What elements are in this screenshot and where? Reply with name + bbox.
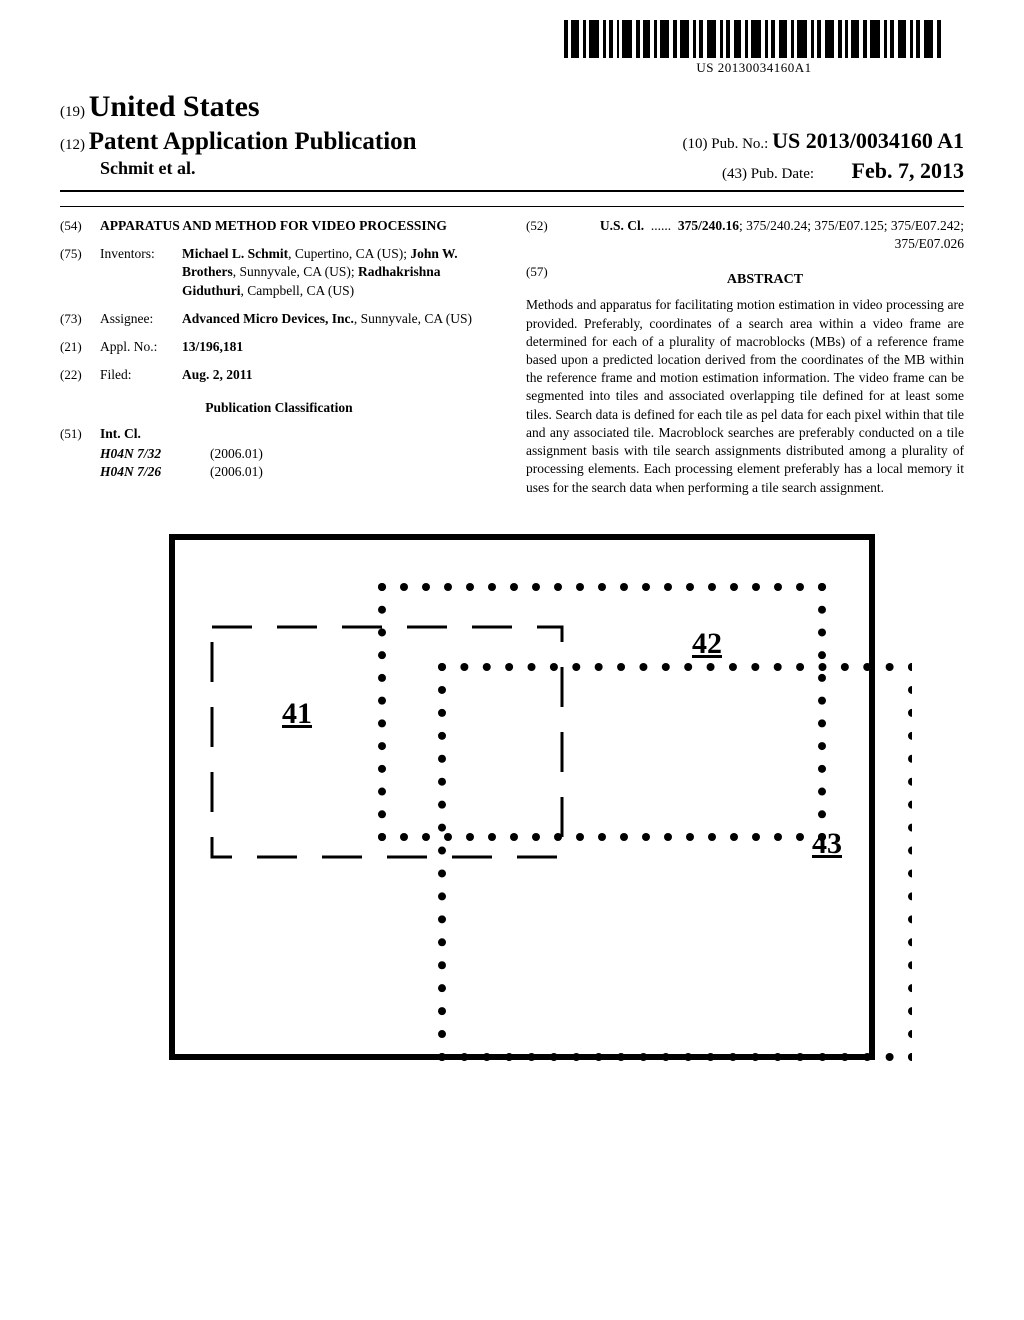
pubno-value: US 2013/0034160 A1 — [772, 128, 964, 153]
intcl-ver-1: (2006.01) — [210, 463, 263, 481]
uscl-main: 375/240.16 — [678, 218, 739, 233]
figure-label-43: 43 — [812, 827, 842, 861]
barcode-region: US 20130034160A1 — [564, 20, 944, 76]
bibliographic-columns: (54) APPARATUS AND METHOD FOR VIDEO PROC… — [60, 206, 964, 497]
assignee-body: Advanced Micro Devices, Inc., Sunnyvale,… — [182, 310, 498, 328]
barcode-svg — [564, 20, 944, 58]
assignee-loc: Sunnyvale, CA (US) — [361, 311, 472, 326]
field-54: (54) APPARATUS AND METHOD FOR VIDEO PROC… — [60, 217, 498, 235]
barcode-graphic — [564, 20, 944, 58]
pubno-line: (10) Pub. No.: US 2013/0034160 A1 — [682, 128, 964, 156]
pubdate-value: Feb. 7, 2013 — [852, 158, 964, 183]
code-51: (51) — [60, 425, 100, 443]
code-73: (73) — [60, 310, 100, 328]
field-73: (73) Assignee: Advanced Micro Devices, I… — [60, 310, 498, 328]
intcl-ver-0: (2006.01) — [210, 445, 263, 463]
label-assignee: Assignee: — [100, 310, 182, 328]
barcode-label: US 20130034160A1 — [564, 60, 944, 76]
label-inventors: Inventors: — [100, 245, 182, 300]
intcl-row: H04N 7/26 (2006.01) — [100, 463, 498, 481]
code-10: (10) — [682, 136, 707, 152]
pubno-label: Pub. No.: — [711, 136, 768, 152]
label-applno: Appl. No.: — [100, 338, 182, 356]
pub-class-heading: Publication Classification — [60, 399, 498, 417]
intcl-code-1: H04N 7/26 — [100, 463, 210, 481]
figure-region: 41 42 43 — [132, 527, 892, 1087]
field-75: (75) Inventors: Michael L. Schmit, Cuper… — [60, 245, 498, 300]
code-75: (75) — [60, 245, 100, 300]
code-12: (12) — [60, 137, 85, 153]
abstract-text: Methods and apparatus for facilitating m… — [526, 296, 964, 496]
uscl-lead: ...... — [651, 218, 671, 233]
code-52: (52) — [526, 217, 566, 253]
abstract-heading: ABSTRACT — [566, 271, 964, 290]
header-authors: Schmit et al. — [60, 158, 195, 184]
uscl-rest: ; 375/240.24; 375/E07.125; 375/E07.242; … — [739, 218, 964, 251]
doctype: Patent Application Publication — [89, 128, 417, 155]
code-19: (19) — [60, 104, 85, 120]
intcl-code-0: H04N 7/32 — [100, 445, 210, 463]
figure-label-41: 41 — [282, 697, 312, 731]
applno-value: 13/196,181 — [182, 338, 498, 356]
right-column: (52) U.S. Cl. ...... 375/240.16; 375/240… — [526, 217, 964, 497]
country-line: (19) United States — [60, 90, 964, 124]
field-52: (52) U.S. Cl. ...... 375/240.16; 375/240… — [526, 217, 964, 253]
code-21: (21) — [60, 338, 100, 356]
code-54: (54) — [60, 217, 100, 235]
filed-value: Aug. 2, 2011 — [182, 366, 498, 384]
code-43: (43) — [722, 166, 747, 182]
field-22: (22) Filed: Aug. 2, 2011 — [60, 366, 498, 384]
left-column: (54) APPARATUS AND METHOD FOR VIDEO PROC… — [60, 217, 498, 497]
figure-svg — [132, 527, 912, 1087]
uscl-body: U.S. Cl. ...... 375/240.16; 375/240.24; … — [566, 217, 964, 253]
inventors-body: Michael L. Schmit, Cupertino, CA (US); J… — [182, 245, 498, 300]
header: (19) United States (12) Patent Applicati… — [60, 90, 964, 192]
doctype-line: (12) Patent Application Publication — [60, 128, 417, 156]
code-22: (22) — [60, 366, 100, 384]
invention-title: APPARATUS AND METHOD FOR VIDEO PROCESSIN… — [100, 217, 498, 235]
label-filed: Filed: — [100, 366, 182, 384]
code-57: (57) — [526, 263, 566, 296]
intcl-row: H04N 7/32 (2006.01) — [100, 445, 498, 463]
figure-label-42: 42 — [692, 627, 722, 661]
field-51: (51) Int. Cl. — [60, 425, 498, 443]
country-name: United States — [89, 90, 260, 123]
label-intcl: Int. Cl. — [100, 425, 498, 443]
pubdate-label: Pub. Date: — [751, 166, 814, 182]
field-21: (21) Appl. No.: 13/196,181 — [60, 338, 498, 356]
intcl-table: H04N 7/32 (2006.01) H04N 7/26 (2006.01) — [100, 445, 498, 481]
label-uscl: U.S. Cl. — [600, 218, 644, 233]
pubdate-line: (43) Pub. Date: Feb. 7, 2013 — [722, 158, 964, 184]
assignee-name: Advanced Micro Devices, Inc. — [182, 311, 354, 326]
